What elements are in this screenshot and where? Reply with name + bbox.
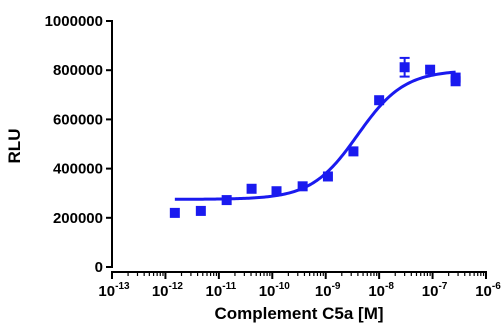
x-tick-label-exponent: -10 [275, 281, 290, 292]
x-tick-label-base: 10 [259, 283, 276, 300]
x-tick-label: 10-12 [152, 281, 184, 300]
data-point [348, 146, 359, 157]
data-point [246, 183, 257, 194]
x-tick-label-exponent: -12 [169, 281, 184, 292]
x-tick-label-exponent: -8 [385, 281, 394, 292]
fit-curve [174, 70, 456, 201]
data-point [271, 186, 282, 197]
x-axis-ticks: 10-13 10-12 10-11 10-10 10-9 10-8 10-7 10-6 [98, 272, 501, 300]
y-axis-ticks: 0 200000 400000 600000 800000 1000000 [45, 13, 112, 276]
data-points [169, 56, 461, 218]
x-tick-label-base: 10 [206, 283, 223, 300]
y-tick-label: 600000 [53, 111, 103, 128]
x-tick-label: 10-10 [259, 281, 291, 300]
x-tick-label-exponent: -13 [115, 281, 130, 292]
x-tick-label: 10-13 [98, 281, 130, 300]
x-axis-title: Complement C5a [M] [214, 304, 383, 323]
x-tick-label-base: 10 [98, 283, 115, 300]
x-tick-label-exponent: -11 [222, 281, 236, 292]
y-axis-title: RLU [5, 129, 24, 164]
y-tick-label: 800000 [53, 62, 103, 79]
x-tick-label-base: 10 [422, 283, 439, 300]
data-point [195, 205, 206, 216]
data-point [425, 64, 436, 75]
y-tick-label: 400000 [53, 161, 103, 178]
x-tick-label: 10-6 [475, 281, 501, 300]
data-point [221, 195, 232, 206]
x-tick-label-exponent: -9 [332, 281, 341, 292]
x-tick-label-exponent: -6 [492, 281, 501, 292]
data-point [399, 62, 410, 73]
x-tick-label: 10-7 [422, 281, 448, 300]
x-tick-label-base: 10 [315, 283, 332, 300]
x-tick-label: 10-11 [206, 281, 237, 300]
x-tick-label-exponent: -7 [438, 281, 447, 292]
x-tick-label-base: 10 [368, 283, 385, 300]
data-point [374, 95, 385, 106]
y-tick-label: 0 [95, 259, 103, 276]
data-point [322, 171, 333, 182]
x-tick-label: 10-8 [368, 281, 394, 300]
x-tick-label-base: 10 [475, 283, 492, 300]
x-tick-label: 10-9 [315, 281, 341, 300]
y-tick-label: 200000 [53, 210, 103, 227]
data-point [297, 181, 308, 192]
data-point [169, 207, 180, 218]
x-tick-label-base: 10 [152, 283, 169, 300]
data-point [450, 76, 461, 87]
y-tick-label: 1000000 [45, 13, 103, 30]
